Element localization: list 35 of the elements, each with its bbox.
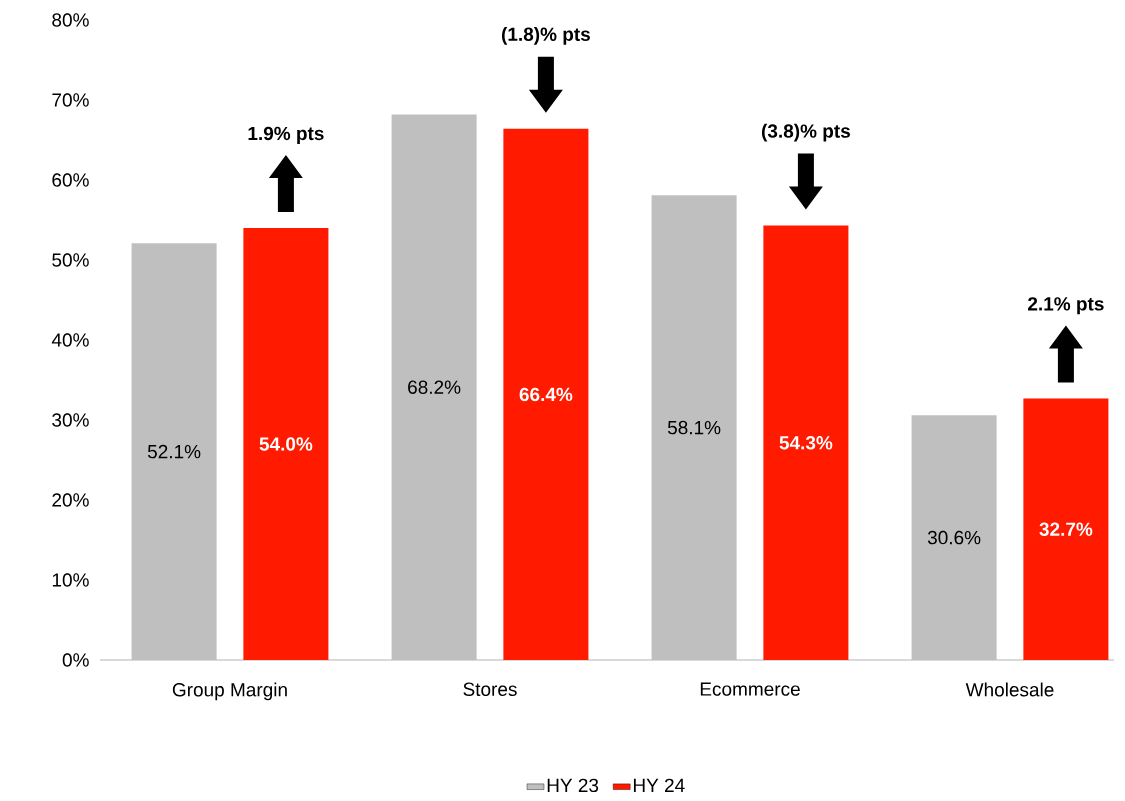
- data-label: 58.1%: [667, 420, 721, 435]
- data-label: 54.3%: [779, 436, 833, 450]
- bar: [911, 415, 997, 660]
- data-label: 68.2%: [408, 380, 461, 394]
- bar: [391, 114, 477, 660]
- legend-label: HY 23: [547, 778, 599, 793]
- bar: [503, 128, 589, 660]
- data-label: 52.1%: [147, 444, 201, 459]
- y-tick-label: 30%: [52, 413, 89, 427]
- y-tick-label: 40%: [51, 333, 89, 347]
- x-tick-label: Ecommerce: [700, 682, 800, 696]
- bar: [651, 195, 737, 660]
- y-tick-label: 60%: [52, 173, 89, 187]
- x-tick-label: Wholesale: [965, 682, 1054, 697]
- data-label: 54.0%: [259, 437, 313, 451]
- y-tick-label: 70%: [52, 93, 89, 107]
- bar: [1023, 398, 1109, 660]
- y-tick-label: 10%: [52, 573, 89, 587]
- y-tick-label: 0%: [62, 653, 89, 667]
- annotation: (3.8)% pts: [761, 123, 850, 142]
- y-tick-label: 20%: [52, 493, 89, 507]
- y-tick-label: 50%: [52, 253, 89, 267]
- bar: [131, 243, 217, 660]
- bar: [763, 225, 849, 660]
- x-tick-label: Group Margin: [172, 682, 287, 701]
- annotation: 2.1% pts: [1028, 297, 1104, 315]
- y-tick-label: 80%: [52, 13, 89, 27]
- legend-label: HY 24: [633, 778, 685, 792]
- bar: [243, 228, 329, 660]
- data-label: 32.7%: [1039, 522, 1093, 536]
- data-label: 66.4%: [519, 387, 573, 402]
- data-label: 30.6%: [927, 530, 981, 545]
- annotation: 1.9% pts: [248, 126, 324, 144]
- x-tick-label: Stores: [463, 682, 517, 696]
- annotation: (1.8)% pts: [501, 27, 590, 45]
